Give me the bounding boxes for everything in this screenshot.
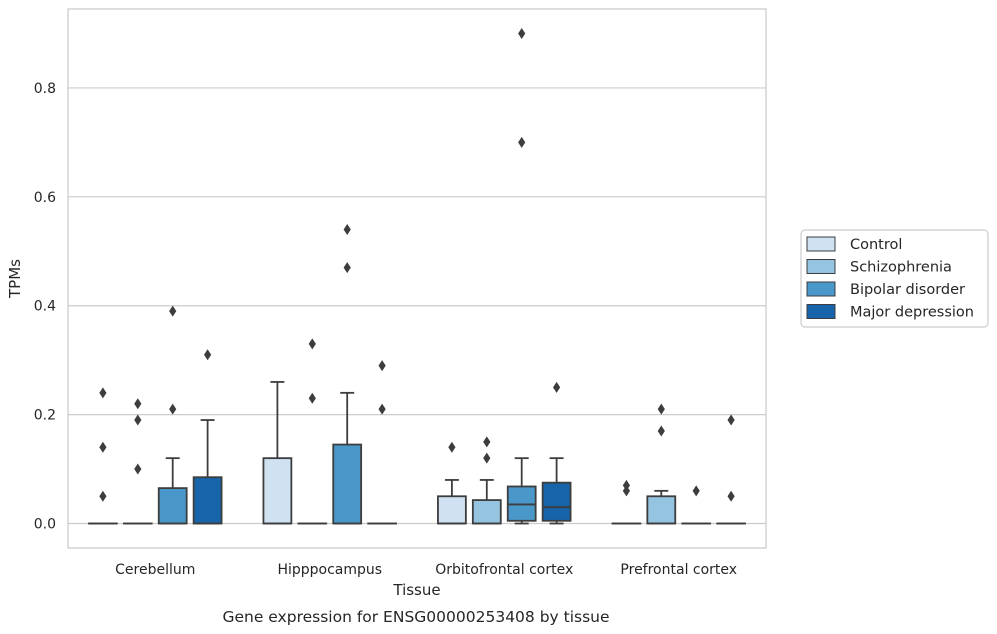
outlier-point xyxy=(343,262,351,274)
outlier-point xyxy=(518,28,526,39)
box-plot-series xyxy=(88,28,746,525)
x-tick-label: Prefrontal cortex xyxy=(620,562,737,578)
y-axis-label: TPMs xyxy=(6,259,24,299)
box xyxy=(157,305,188,525)
box xyxy=(506,28,537,525)
outlier-point xyxy=(727,490,735,502)
box-body xyxy=(541,481,572,522)
outlier-point xyxy=(134,463,142,475)
outlier-point xyxy=(99,441,107,453)
outlier-point xyxy=(378,403,386,415)
y-tick-label: 0.8 xyxy=(34,81,56,97)
box-body xyxy=(471,499,502,525)
outlier-point xyxy=(99,490,107,502)
box xyxy=(297,338,328,525)
box-body xyxy=(437,495,467,525)
legend: Control Schizophrenia Bipolar disorder Majo… xyxy=(800,229,989,328)
box-body xyxy=(157,487,188,525)
box-body xyxy=(192,476,223,525)
outlier-point xyxy=(657,403,665,415)
box xyxy=(122,398,153,525)
legend-label: Bipolar disorder xyxy=(850,282,965,298)
series-control xyxy=(88,381,642,525)
box xyxy=(716,414,746,525)
x-tick-label: Hipppocampus xyxy=(277,562,382,578)
box-body xyxy=(262,457,293,525)
x-tick-labels: Cerebellum Hipppocampus Orbitofrontal cort… xyxy=(115,562,737,578)
outlier-point xyxy=(343,224,351,235)
box-body xyxy=(646,495,677,525)
x-tick-label: Orbitofrontal cortex xyxy=(435,562,573,578)
outlier-point xyxy=(378,360,386,372)
x-axis-label: Tissue xyxy=(392,581,440,599)
box xyxy=(88,387,118,525)
series-major-depression xyxy=(192,349,746,525)
outlier-point xyxy=(483,436,491,448)
legend-label: Major depression xyxy=(850,305,974,321)
outlier-point xyxy=(134,398,142,410)
outlier-point xyxy=(308,392,316,404)
outlier-point xyxy=(169,403,177,415)
outlier-point xyxy=(518,136,526,148)
box-body xyxy=(332,443,363,525)
legend-label: Control xyxy=(850,237,902,253)
outlier-point xyxy=(204,349,212,361)
outlier-point xyxy=(727,414,735,426)
box xyxy=(192,349,223,525)
legend-swatch xyxy=(806,259,836,274)
outlier-point xyxy=(657,425,665,437)
y-tick-labels: 0.0 0.2 0.4 0.6 0.8 xyxy=(34,81,56,533)
series-bipolar-disorder xyxy=(157,28,712,525)
box xyxy=(541,381,572,525)
box xyxy=(262,381,293,525)
box xyxy=(611,479,642,525)
legend-swatch xyxy=(806,281,836,297)
outlier-point xyxy=(483,452,491,464)
y-tick-label: 0.2 xyxy=(34,408,56,424)
box xyxy=(437,441,467,525)
outlier-point xyxy=(169,305,177,317)
chart-caption: Gene expression for ENSG00000253408 by t… xyxy=(222,608,609,626)
y-tick-label: 0.0 xyxy=(34,517,56,533)
box xyxy=(367,360,397,525)
plot-frame xyxy=(67,8,767,549)
box xyxy=(681,485,712,525)
legend-frame xyxy=(800,229,989,328)
box xyxy=(646,403,677,525)
box xyxy=(332,224,363,525)
outlier-point xyxy=(134,414,142,426)
x-tick-label: Cerebellum xyxy=(115,562,195,578)
box xyxy=(471,436,502,525)
outlier-point xyxy=(308,338,316,350)
y-tick-label: 0.6 xyxy=(34,190,56,206)
series-schizophrenia xyxy=(122,338,677,525)
legend-swatch xyxy=(806,304,836,319)
outlier-point xyxy=(553,381,561,393)
outlier-point xyxy=(99,387,107,399)
outlier-point xyxy=(448,441,456,453)
legend-swatch xyxy=(806,236,836,252)
outlier-point xyxy=(622,479,630,491)
outlier-point xyxy=(692,485,700,497)
y-tick-label: 0.4 xyxy=(34,299,56,315)
legend-label: Schizophrenia xyxy=(850,260,952,276)
